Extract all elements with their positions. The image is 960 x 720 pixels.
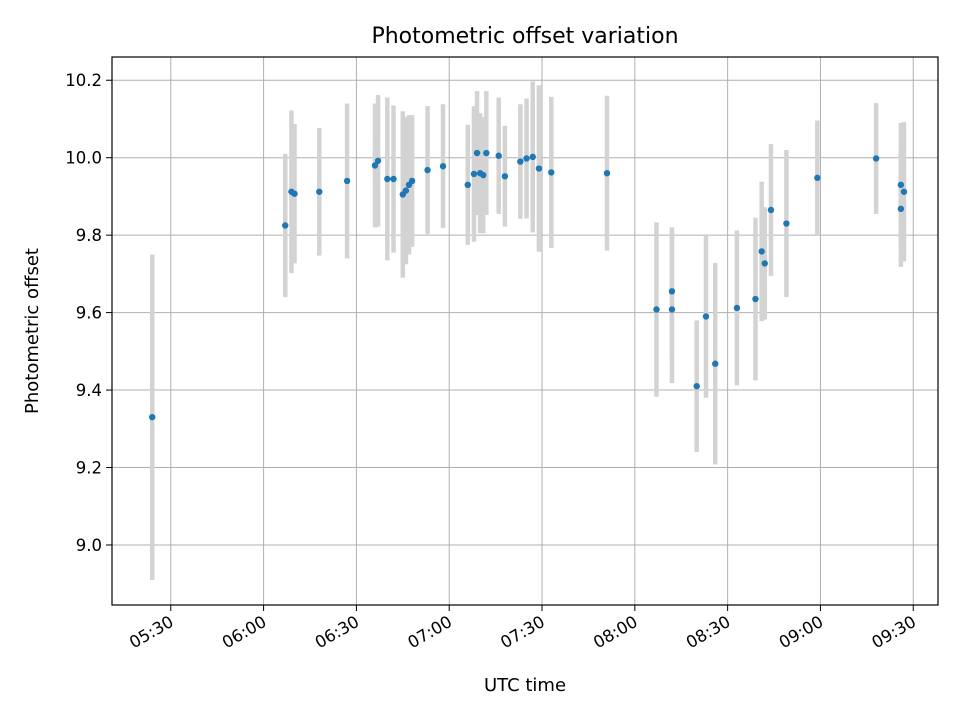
plot-area-frame xyxy=(111,56,939,606)
x-tick-label: 07:00 xyxy=(405,612,456,652)
data-points xyxy=(149,149,908,421)
data-point xyxy=(523,155,530,162)
data-point xyxy=(464,181,471,189)
grid-lines xyxy=(112,57,938,605)
y-tick-label: 10.2 xyxy=(65,71,102,90)
data-point xyxy=(668,306,676,313)
y-tick-label: 9.0 xyxy=(76,536,102,555)
data-point xyxy=(702,313,710,320)
x-tick-label: 09:00 xyxy=(776,612,827,652)
data-point xyxy=(517,158,524,165)
data-point xyxy=(668,288,676,295)
x-tick-label: 09:30 xyxy=(869,612,920,652)
x-tick-label: 06:00 xyxy=(219,612,270,652)
data-point xyxy=(439,163,447,170)
data-point xyxy=(603,169,611,177)
data-point xyxy=(761,260,768,267)
x-tick-label: 05:30 xyxy=(126,612,177,652)
y-axis-ticks: 9.0 9.2 9.4 9.6 9.8 10.0 10.2 xyxy=(65,71,112,555)
data-point xyxy=(495,152,502,159)
data-point xyxy=(343,177,351,185)
x-tick-label: 07:30 xyxy=(497,612,548,652)
x-tick-label: 08:00 xyxy=(590,612,641,652)
data-point xyxy=(424,166,431,174)
data-point xyxy=(653,306,660,313)
data-point xyxy=(282,222,289,229)
y-tick-label: 9.4 xyxy=(76,381,102,400)
data-point xyxy=(374,157,382,164)
data-point xyxy=(897,205,905,213)
data-point xyxy=(291,190,298,197)
data-point xyxy=(529,153,536,161)
x-tick-label: 06:30 xyxy=(312,612,363,652)
data-point xyxy=(371,162,379,169)
data-point xyxy=(408,177,416,185)
data-point xyxy=(548,169,555,176)
data-point xyxy=(390,175,397,183)
data-point xyxy=(712,360,719,367)
x-axis-ticks: 05:30 06:00 06:30 07:00 07:30 08:00 08:30 09:00… xyxy=(126,605,919,652)
y-tick-label: 9.2 xyxy=(76,459,102,478)
data-point xyxy=(473,149,481,157)
data-point xyxy=(483,149,490,157)
x-tick-label: 08:30 xyxy=(683,612,734,652)
data-point xyxy=(783,220,790,227)
y-axis-label: Photometric offset xyxy=(22,248,43,414)
data-point xyxy=(900,188,908,195)
data-point xyxy=(316,188,323,195)
x-axis-label: UTC time xyxy=(484,675,566,696)
data-point xyxy=(384,175,391,183)
data-point xyxy=(872,155,880,162)
data-point xyxy=(733,304,741,312)
data-point xyxy=(897,181,905,189)
y-tick-label: 9.6 xyxy=(76,304,102,323)
data-point xyxy=(149,413,156,421)
y-tick-label: 9.8 xyxy=(76,226,102,245)
chart-title: Photometric offset variation xyxy=(371,24,678,49)
data-point xyxy=(814,174,821,182)
data-point xyxy=(758,248,765,255)
y-tick-label: 10.0 xyxy=(65,149,102,168)
data-point xyxy=(470,170,478,178)
data-point xyxy=(501,173,509,180)
data-point xyxy=(767,206,775,214)
data-point xyxy=(402,187,410,194)
data-point xyxy=(693,382,700,390)
data-point xyxy=(480,171,487,179)
data-point xyxy=(752,295,759,303)
data-point xyxy=(535,165,543,172)
